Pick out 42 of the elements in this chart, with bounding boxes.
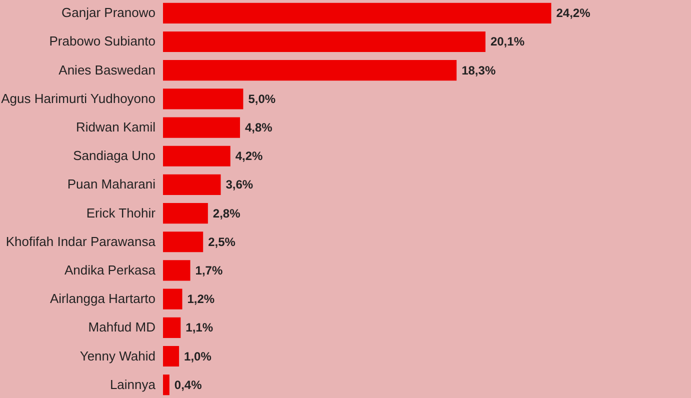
y-tick-label: Ganjar Pranowo: [62, 5, 156, 20]
y-tick-label: Sandiaga Uno: [73, 148, 156, 164]
data-label: 2,8%: [212, 206, 241, 220]
bar: [163, 146, 230, 166]
y-tick-label: Ridwan Kamil: [76, 120, 156, 135]
data-label: 1,0%: [184, 349, 212, 364]
data-label: 4,2%: [235, 149, 264, 164]
y-tick-label: Airlangga Hartarto: [50, 291, 156, 306]
bar: [163, 374, 170, 396]
y-tick-label: Lainnya: [110, 376, 156, 392]
data-label: 1,2%: [187, 292, 215, 306]
data-label: 2,5%: [208, 234, 236, 249]
data-label: 5,0%: [248, 92, 276, 106]
bar: [163, 232, 204, 252]
y-tick-label: Mahfud MD: [88, 320, 156, 335]
data-label: 0,4%: [174, 378, 202, 392]
y-tick-label: Erick Thohir: [86, 205, 156, 220]
bar: [163, 346, 180, 367]
y-tick-label: Agus Harimurti Yudhoyono: [1, 90, 156, 106]
y-tick-label: Prabowo Subianto: [49, 34, 156, 49]
data-label: 4,8%: [245, 120, 273, 135]
y-tick-label: Puan Maharani: [67, 176, 156, 192]
y-tick-label: Andika Perkasa: [64, 262, 156, 278]
bar: [163, 317, 181, 338]
data-label: 3,6%: [226, 178, 254, 192]
bar: [163, 60, 457, 81]
bar: [163, 260, 190, 281]
y-tick-label: Anies Baswedan: [58, 62, 156, 78]
y-tick-label: Yenny Wahid: [80, 348, 156, 364]
data-label: 18,3%: [462, 63, 496, 78]
bar: [163, 203, 208, 224]
y-tick-label: Khofifah Indar Parawansa: [6, 234, 156, 249]
bar: [163, 117, 240, 138]
data-label: 1,7%: [195, 263, 223, 278]
bar: [163, 288, 182, 310]
data-label: 24,2%: [556, 6, 591, 20]
bar: [163, 174, 221, 195]
bar: [163, 88, 244, 110]
data-label: 1,1%: [186, 320, 214, 335]
data-label: 20,1%: [490, 34, 525, 49]
bar: [163, 31, 486, 52]
bar: [163, 2, 552, 24]
